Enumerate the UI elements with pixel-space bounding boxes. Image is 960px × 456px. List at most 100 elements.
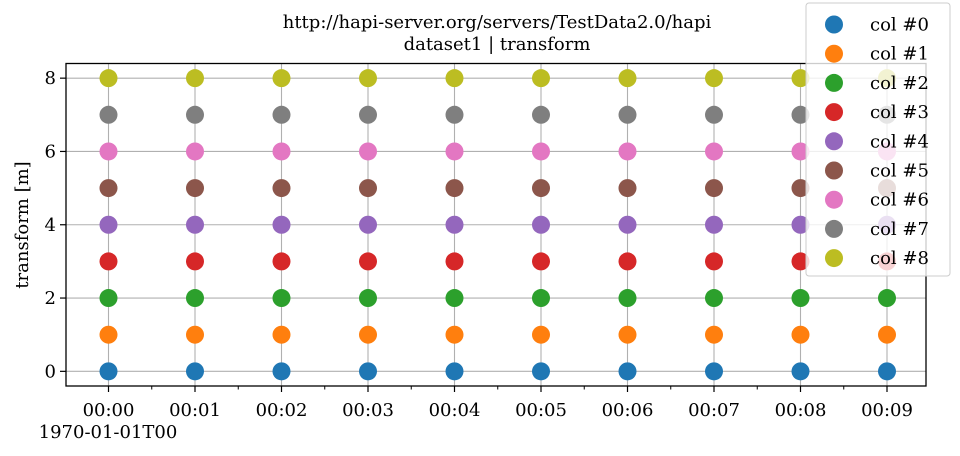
data-point <box>791 105 810 124</box>
x-tick-label: 00:07 <box>688 400 740 421</box>
data-point <box>272 252 291 271</box>
legend-marker <box>825 249 843 268</box>
legend-marker <box>825 15 843 34</box>
data-point <box>532 252 550 271</box>
legend-label: col #1 <box>870 44 929 65</box>
data-point <box>791 362 810 381</box>
data-point <box>532 142 550 161</box>
data-point <box>705 289 723 308</box>
y-tick-label: 4 <box>45 215 56 236</box>
data-point <box>618 325 637 344</box>
y-tick-label: 0 <box>45 361 56 382</box>
data-point <box>618 252 637 271</box>
data-point <box>359 142 377 161</box>
legend-label: col #8 <box>870 248 929 269</box>
data-point <box>532 325 550 344</box>
legend-marker <box>825 219 843 238</box>
y-tick-label: 2 <box>45 288 56 309</box>
data-point <box>272 289 291 308</box>
x-tick-label: 00:04 <box>429 400 481 421</box>
data-point <box>186 289 204 308</box>
data-point <box>445 252 464 271</box>
data-point <box>445 142 464 161</box>
data-point <box>791 325 810 344</box>
data-point <box>99 179 118 198</box>
legend-label: col #4 <box>870 131 929 152</box>
legend-label: col #2 <box>870 73 929 94</box>
data-point <box>186 362 204 381</box>
data-point <box>532 362 550 381</box>
data-point <box>705 325 723 344</box>
y-tick-label: 6 <box>45 141 56 162</box>
data-point <box>705 179 723 198</box>
legend-marker <box>825 44 843 63</box>
data-point <box>791 252 810 271</box>
data-point <box>705 215 723 234</box>
data-point <box>445 325 464 344</box>
data-point <box>272 69 291 88</box>
legend-label: col #5 <box>870 161 929 182</box>
data-point <box>99 252 118 271</box>
data-point <box>272 179 291 198</box>
legend-box <box>805 2 951 277</box>
data-point <box>705 142 723 161</box>
x-tick-label: 00:03 <box>342 400 394 421</box>
data-point <box>618 289 637 308</box>
data-point <box>186 105 204 124</box>
data-point <box>791 215 810 234</box>
data-point <box>359 289 377 308</box>
data-point <box>705 105 723 124</box>
data-point <box>359 179 377 198</box>
chart-subtitle: dataset1 | transform <box>404 34 591 55</box>
y-tick-label: 8 <box>45 68 56 89</box>
data-point <box>272 362 291 381</box>
data-point <box>791 142 810 161</box>
data-point <box>618 179 637 198</box>
x-tick-label: 00:08 <box>775 400 827 421</box>
x-tick-label: 00:02 <box>256 400 308 421</box>
data-point <box>272 105 291 124</box>
data-point <box>445 289 464 308</box>
x-tick-label: 00:06 <box>602 400 654 421</box>
x-tick-label: 00:09 <box>861 400 913 421</box>
data-point <box>705 69 723 88</box>
legend-label: col #3 <box>870 102 929 123</box>
data-point <box>878 289 896 308</box>
data-point <box>445 362 464 381</box>
data-point <box>359 362 377 381</box>
data-point <box>186 142 204 161</box>
data-point <box>878 325 896 344</box>
data-point <box>99 362 118 381</box>
data-point <box>186 215 204 234</box>
data-point <box>359 252 377 271</box>
legend-label: col #7 <box>870 219 929 240</box>
data-point <box>705 252 723 271</box>
data-point <box>618 142 637 161</box>
legend-label: col #0 <box>870 15 929 36</box>
legend-marker <box>825 190 843 209</box>
data-point <box>359 325 377 344</box>
data-point <box>618 69 637 88</box>
legend-marker <box>825 103 843 122</box>
data-point <box>532 215 550 234</box>
legend: col #0 col #1 col #2 col #3 col #4 col #5 col … <box>805 2 951 277</box>
data-point <box>272 142 291 161</box>
data-point <box>186 69 204 88</box>
data-point <box>705 362 723 381</box>
data-point <box>445 105 464 124</box>
data-point <box>186 325 204 344</box>
data-point <box>532 105 550 124</box>
data-point <box>445 215 464 234</box>
data-point <box>99 215 118 234</box>
legend-marker <box>825 73 843 92</box>
data-point <box>445 179 464 198</box>
data-point <box>532 179 550 198</box>
y-axis-label: transform [m] <box>12 161 33 288</box>
legend-label: col #6 <box>870 190 929 211</box>
data-point <box>878 362 896 381</box>
x-tick-label: 00:05 <box>515 400 567 421</box>
x-axis-offset-label: 1970-01-01T00 <box>39 422 178 443</box>
data-point <box>618 105 637 124</box>
data-point <box>618 215 637 234</box>
